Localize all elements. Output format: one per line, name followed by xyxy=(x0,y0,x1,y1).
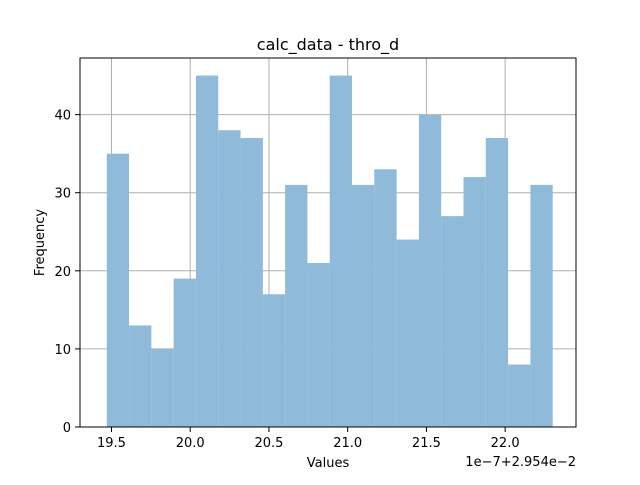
x-tick-label: 19.5 xyxy=(97,436,126,451)
y-tick-label: 10 xyxy=(54,343,71,358)
x-axis-offset-label: 1e−7+2.954e−2 xyxy=(465,455,576,470)
x-tick-label: 22.0 xyxy=(491,436,520,451)
histogram-bar xyxy=(240,138,263,428)
plot-frame xyxy=(79,57,577,428)
histogram-bar xyxy=(106,153,130,427)
histogram-bar xyxy=(530,184,553,427)
y-tick-label: 40 xyxy=(54,109,71,124)
axis-ticks: 19.5 20.0 20.5 21.0 21.5 22.0 0 10 20 30 40 xyxy=(54,109,519,451)
histogram-bar xyxy=(262,294,286,427)
histogram-bar xyxy=(374,169,397,428)
chart-title: calc_data - thro_d xyxy=(257,35,399,55)
histogram-bar xyxy=(195,75,219,428)
y-tick-label: 30 xyxy=(54,187,71,202)
y-axis-label: Frequency xyxy=(33,209,48,276)
histogram-bar xyxy=(329,75,353,428)
histogram-bar xyxy=(508,364,531,427)
x-tick-label: 20.5 xyxy=(254,436,283,451)
y-tick-label: 0 xyxy=(63,421,71,436)
histogram-bar xyxy=(129,325,152,427)
histogram-bar xyxy=(218,130,241,427)
histogram-bar xyxy=(285,184,308,427)
x-axis-label: Values xyxy=(307,456,350,471)
x-tick-label: 21.0 xyxy=(333,436,362,451)
x-tick-label: 20.0 xyxy=(176,436,205,451)
histogram-bar xyxy=(173,278,196,427)
histogram-bar xyxy=(418,114,442,427)
histogram-bar xyxy=(485,138,509,428)
histogram-bar xyxy=(396,239,419,427)
x-tick-label: 21.5 xyxy=(412,436,441,451)
histogram-bars xyxy=(106,75,553,428)
y-tick-label: 20 xyxy=(54,265,71,280)
histogram-bar xyxy=(441,216,464,427)
histogram-bar xyxy=(151,348,174,427)
histogram-bar xyxy=(307,263,330,427)
histogram-bar xyxy=(463,177,486,427)
histogram-bar xyxy=(352,184,375,427)
